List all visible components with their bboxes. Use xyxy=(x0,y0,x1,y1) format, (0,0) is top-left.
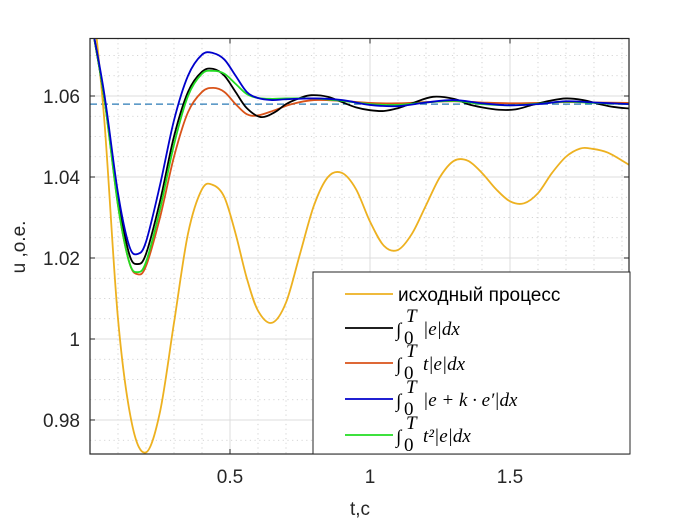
y-tick-label: 1.04 xyxy=(43,168,80,189)
y-tick-label: 1 xyxy=(69,330,80,351)
integral-sign: ∫ xyxy=(395,355,403,377)
x-tick-labels: 0.5 1 1.5 xyxy=(217,467,523,488)
svg-text:t|e|dx: t|e|dx xyxy=(423,354,466,375)
svg-text:0: 0 xyxy=(404,328,414,349)
svg-text:0: 0 xyxy=(404,435,414,456)
x-tick-label: 1.5 xyxy=(497,467,523,488)
series-line-1 xyxy=(93,38,629,265)
y-tick-label: 1.06 xyxy=(43,87,80,108)
x-tick-label: 0.5 xyxy=(217,467,243,488)
x-tick-label: 1 xyxy=(365,467,376,488)
y-axis-label: u ,o.e. xyxy=(9,221,30,274)
svg-text:T: T xyxy=(406,306,418,327)
y-tick-labels: 0.98 1 1.02 1.04 1.06 xyxy=(43,87,80,432)
svg-text:T: T xyxy=(406,341,418,362)
legend: исходный процесс∫ 0T|e|dx∫ 0Tt|e|dx∫ 0T|e +… xyxy=(312,271,631,456)
integral-sign: ∫ xyxy=(395,427,403,449)
legend-label: ∫ 0T|e|dx xyxy=(395,306,460,349)
svg-text:T: T xyxy=(406,413,418,434)
svg-text:T: T xyxy=(406,377,418,398)
series-lines xyxy=(90,38,629,454)
legend-label: ∫ 0Tt|e|dx xyxy=(395,341,466,384)
legend-label: ∫ 0T|e + k · e′|dx xyxy=(395,377,518,420)
y-tick-label: 0.98 xyxy=(43,411,80,432)
legend-label: исходный процесс xyxy=(398,285,560,306)
svg-text:t²|e|dx: t²|e|dx xyxy=(423,426,471,447)
series-line-3 xyxy=(93,38,629,256)
series-line-0 xyxy=(95,38,629,454)
svg-text:|e + k · e′|dx: |e + k · e′|dx xyxy=(423,390,518,411)
svg-text:0: 0 xyxy=(404,363,414,384)
y-tick-label: 1.02 xyxy=(43,249,80,270)
integral-sign: ∫ xyxy=(395,391,403,413)
svg-text:0: 0 xyxy=(404,399,414,420)
x-axis-label: t,c xyxy=(350,499,370,520)
svg-text:|e|dx: |e|dx xyxy=(423,319,460,340)
integral-sign: ∫ xyxy=(395,320,403,342)
